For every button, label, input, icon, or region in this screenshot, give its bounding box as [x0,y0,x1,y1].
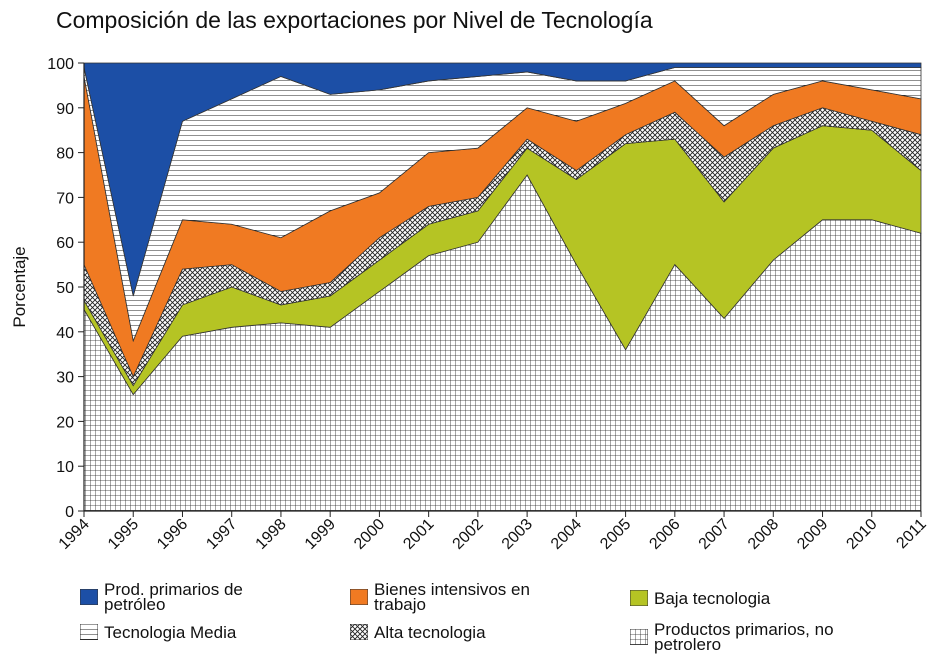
legend-swatch [350,624,368,640]
legend-item: Tecnologia Media [80,622,294,642]
y-tick-label: 0 [65,504,74,521]
x-tick-label: 1999 [302,516,339,553]
x-tick-label: 2007 [696,516,733,553]
swatch [350,624,368,640]
legend-swatch [630,590,648,606]
y-tick-label: 40 [56,325,74,342]
chart-title: Composición de las exportaciones por Niv… [56,7,653,33]
y-tick-label: 50 [56,280,74,297]
x-tick-label: 2006 [646,516,683,553]
x-tick-label: 1998 [253,516,290,553]
y-axis-label: Porcentaje [10,246,29,327]
x-tick-label: 2000 [351,516,388,553]
legend-label: Prod. primarios de petróleo [104,580,243,614]
y-tick-label: 70 [56,190,74,207]
x-tick-label: 2003 [499,516,536,553]
x-tick-label: 1995 [105,516,142,553]
legend-item: Baja tecnologia [630,588,844,608]
legend-swatch [80,624,98,640]
legend-label: Productos primarios, no petrolero [654,620,834,654]
swatch [80,624,98,640]
x-tick-label: 2008 [745,516,782,553]
x-tick-label: 2011 [893,516,929,552]
legend-swatch [630,629,648,645]
swatch [630,629,648,645]
legend-item: Bienes intensivos en trabajo [350,580,564,614]
y-tick-label: 10 [56,459,74,476]
x-tick-label: 2010 [843,516,880,553]
legend-item: Productos primarios, no petrolero [630,620,844,654]
legend-label: Baja tecnologia [654,588,771,608]
legend-swatch [350,589,368,605]
x-tick-label: 2002 [450,516,487,553]
legend-label: Bienes intensivos en trabajo [374,580,530,614]
y-tick-label: 80 [56,146,74,163]
legend-item: Alta tecnologia [350,622,564,642]
legend: Productos primarios, no petrolero Baja te… [0,578,936,653]
legend-swatch [80,589,98,605]
x-tick-label: 2005 [597,516,634,553]
x-tick-label: 2001 [400,516,437,553]
legend-item: Prod. primarios de petróleo [80,580,294,614]
x-tick-label: 1997 [203,516,240,553]
legend-label: Alta tecnologia [374,622,486,642]
swatch [80,589,98,605]
y-tick-label: 20 [56,414,74,431]
y-tick-label: 60 [56,235,74,252]
x-tick-label: 1994 [56,516,93,553]
x-tick-label: 2004 [548,516,585,553]
x-tick-label: 2009 [794,516,831,553]
chart: Composición de las exportaciones por Niv… [10,7,930,553]
y-tick-label: 90 [56,101,74,118]
swatch [350,589,368,605]
x-tick-label: 1996 [154,516,191,553]
legend-label: Tecnologia Media [104,622,237,642]
swatch [630,590,648,606]
area [83,62,922,297]
y-tick-label: 100 [47,56,74,73]
y-tick-label: 30 [56,370,74,387]
